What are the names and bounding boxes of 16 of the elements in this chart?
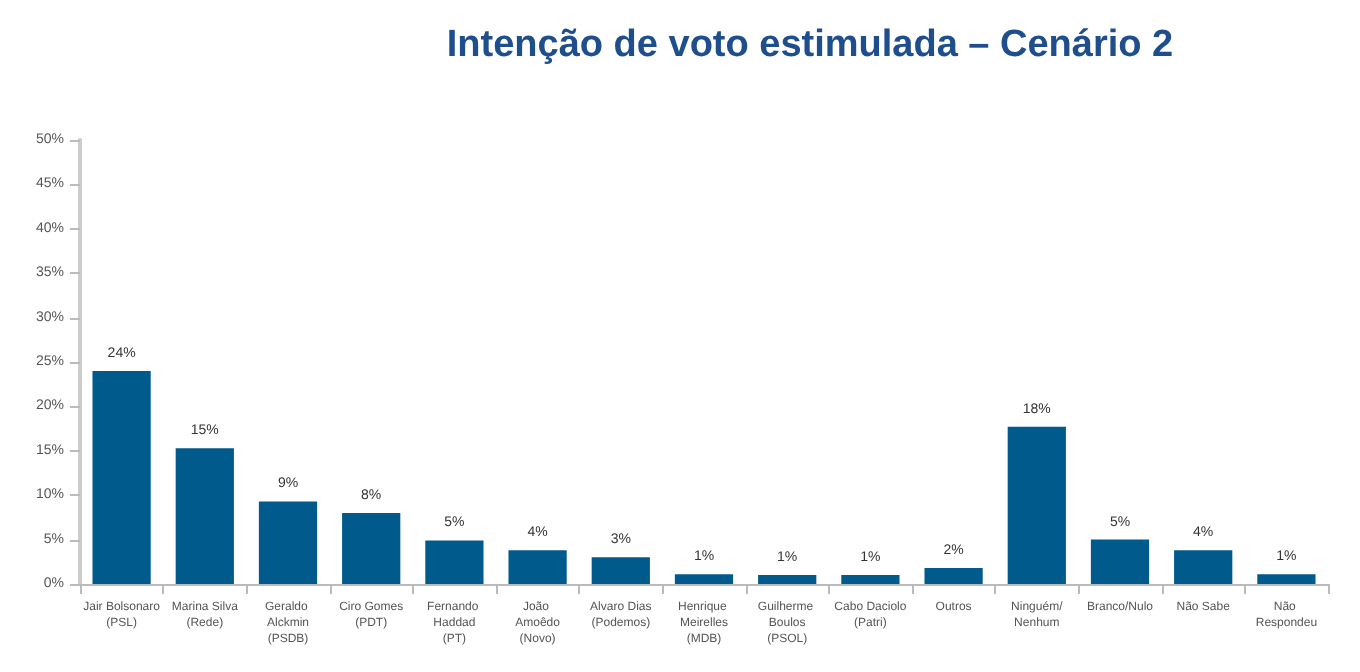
bar xyxy=(924,568,983,584)
chart-title: Intenção de voto estimulada – Cenário 2 xyxy=(446,24,1174,66)
bar xyxy=(1090,539,1150,584)
bar xyxy=(258,501,318,584)
bar xyxy=(1007,426,1066,584)
bar xyxy=(841,575,900,584)
bar xyxy=(425,540,484,584)
bar xyxy=(758,575,817,584)
bar xyxy=(1257,574,1316,584)
bar xyxy=(508,550,567,584)
bar xyxy=(92,370,151,584)
bar xyxy=(1174,550,1233,584)
bar xyxy=(342,512,401,584)
bar xyxy=(591,557,650,584)
bar xyxy=(674,574,734,584)
bar xyxy=(175,448,234,584)
